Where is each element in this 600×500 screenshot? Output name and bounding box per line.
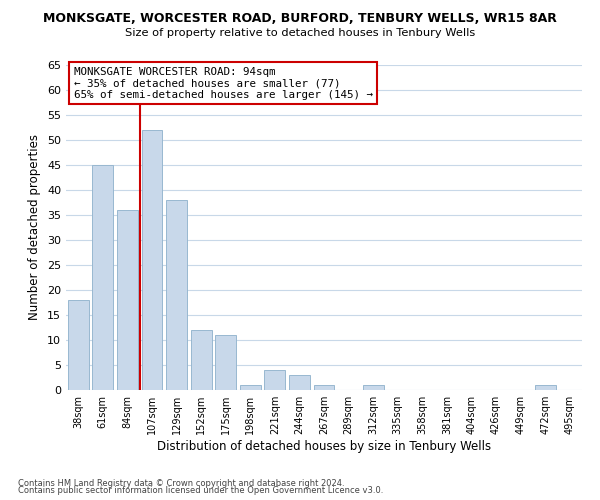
Bar bbox=[68, 300, 89, 390]
Bar bbox=[240, 385, 261, 390]
Text: MONKSGATE, WORCESTER ROAD, BURFORD, TENBURY WELLS, WR15 8AR: MONKSGATE, WORCESTER ROAD, BURFORD, TENB… bbox=[43, 12, 557, 26]
Bar bbox=[362, 385, 383, 390]
Bar bbox=[289, 375, 310, 390]
Bar bbox=[166, 200, 187, 390]
Text: MONKSGATE WORCESTER ROAD: 94sqm
← 35% of detached houses are smaller (77)
65% of: MONKSGATE WORCESTER ROAD: 94sqm ← 35% of… bbox=[74, 66, 373, 100]
Bar bbox=[535, 385, 556, 390]
Bar bbox=[265, 370, 286, 390]
Text: Size of property relative to detached houses in Tenbury Wells: Size of property relative to detached ho… bbox=[125, 28, 475, 38]
Text: Contains public sector information licensed under the Open Government Licence v3: Contains public sector information licen… bbox=[18, 486, 383, 495]
Bar bbox=[142, 130, 163, 390]
Bar bbox=[117, 210, 138, 390]
Bar bbox=[191, 330, 212, 390]
X-axis label: Distribution of detached houses by size in Tenbury Wells: Distribution of detached houses by size … bbox=[157, 440, 491, 453]
Y-axis label: Number of detached properties: Number of detached properties bbox=[28, 134, 41, 320]
Bar bbox=[314, 385, 334, 390]
Text: Contains HM Land Registry data © Crown copyright and database right 2024.: Contains HM Land Registry data © Crown c… bbox=[18, 478, 344, 488]
Bar bbox=[92, 165, 113, 390]
Bar bbox=[215, 335, 236, 390]
